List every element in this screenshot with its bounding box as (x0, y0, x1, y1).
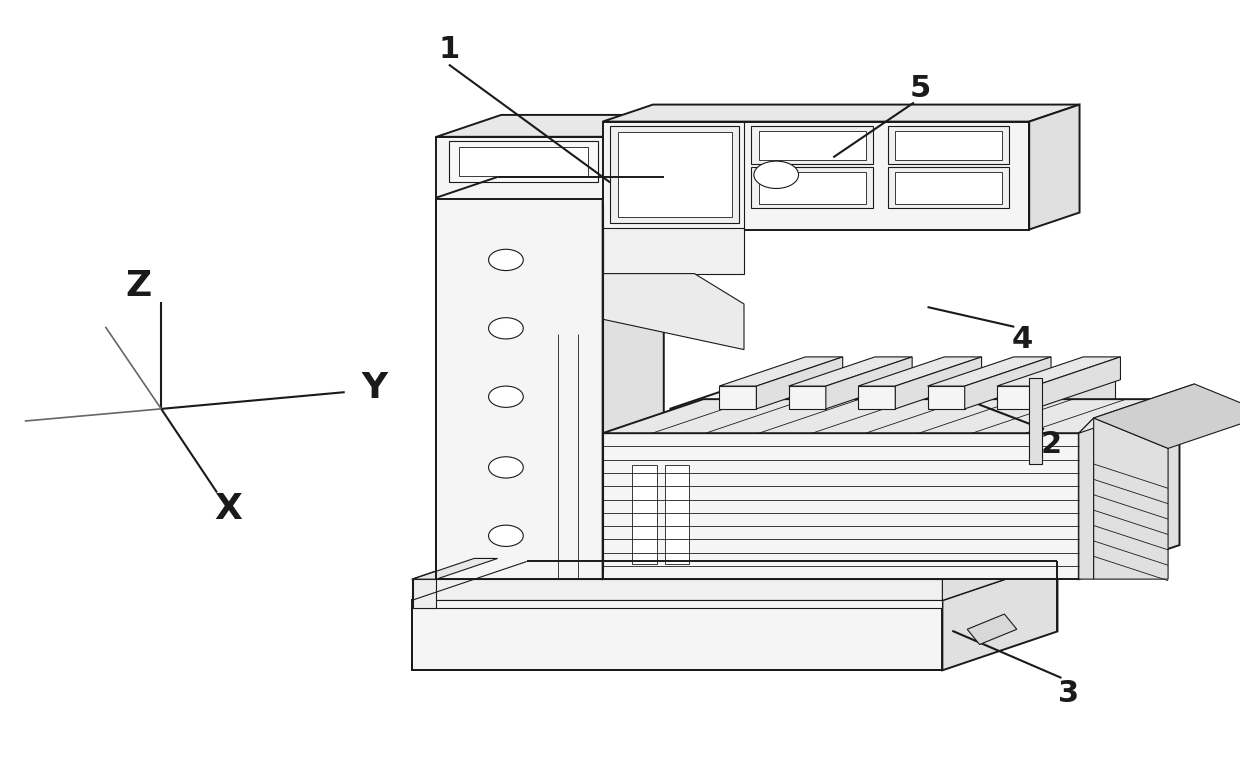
Polygon shape (436, 137, 608, 199)
Polygon shape (436, 198, 603, 579)
Text: 1: 1 (438, 35, 460, 64)
Polygon shape (789, 357, 913, 386)
Polygon shape (888, 167, 1009, 208)
Polygon shape (413, 579, 436, 608)
Polygon shape (928, 357, 1052, 386)
Polygon shape (997, 357, 1121, 386)
Polygon shape (1029, 378, 1042, 464)
Circle shape (489, 318, 523, 339)
Polygon shape (895, 357, 982, 409)
Polygon shape (1079, 418, 1094, 579)
Polygon shape (826, 357, 913, 409)
Polygon shape (1094, 418, 1168, 579)
Polygon shape (997, 386, 1034, 409)
Polygon shape (759, 172, 866, 204)
Polygon shape (1094, 384, 1240, 448)
Polygon shape (436, 115, 672, 137)
Polygon shape (942, 562, 1058, 670)
Polygon shape (449, 141, 598, 182)
Polygon shape (603, 122, 1029, 230)
Polygon shape (967, 614, 1017, 644)
Text: 2: 2 (1040, 430, 1063, 459)
Text: 4: 4 (1011, 325, 1033, 354)
Polygon shape (665, 465, 689, 564)
Polygon shape (412, 600, 942, 670)
Polygon shape (1034, 357, 1121, 409)
Polygon shape (459, 147, 588, 176)
Polygon shape (888, 126, 1009, 164)
Text: 3: 3 (1058, 679, 1080, 708)
Polygon shape (1029, 380, 1116, 433)
Circle shape (489, 525, 523, 546)
Polygon shape (670, 380, 1116, 409)
Polygon shape (895, 131, 1002, 160)
Text: Z: Z (125, 269, 153, 302)
Polygon shape (603, 228, 744, 274)
Polygon shape (670, 409, 1029, 433)
Polygon shape (1079, 384, 1194, 433)
Circle shape (489, 249, 523, 271)
Circle shape (754, 161, 799, 188)
Polygon shape (751, 167, 873, 208)
Polygon shape (412, 562, 1058, 600)
Polygon shape (412, 600, 942, 608)
Polygon shape (603, 274, 744, 350)
Polygon shape (603, 105, 1080, 122)
Polygon shape (603, 433, 1079, 579)
Polygon shape (603, 177, 663, 579)
Polygon shape (412, 540, 1058, 579)
Polygon shape (928, 386, 965, 409)
Polygon shape (789, 386, 826, 409)
Polygon shape (759, 131, 866, 160)
Polygon shape (1029, 105, 1080, 230)
Polygon shape (436, 177, 663, 198)
Polygon shape (632, 465, 657, 564)
Polygon shape (610, 126, 739, 223)
Polygon shape (603, 399, 1179, 433)
Polygon shape (858, 357, 982, 386)
Polygon shape (756, 357, 843, 409)
Polygon shape (412, 579, 942, 600)
Polygon shape (751, 126, 873, 164)
Polygon shape (1079, 399, 1179, 579)
Circle shape (489, 386, 523, 407)
Polygon shape (413, 559, 497, 579)
Text: X: X (215, 492, 242, 526)
Polygon shape (719, 357, 843, 386)
Polygon shape (965, 357, 1052, 409)
Polygon shape (895, 172, 1002, 204)
Polygon shape (858, 386, 895, 409)
Polygon shape (608, 115, 672, 199)
Polygon shape (618, 132, 732, 217)
Text: Y: Y (362, 371, 387, 404)
Polygon shape (942, 540, 1058, 600)
Circle shape (489, 457, 523, 478)
Polygon shape (719, 386, 756, 409)
Text: 5: 5 (909, 74, 931, 103)
